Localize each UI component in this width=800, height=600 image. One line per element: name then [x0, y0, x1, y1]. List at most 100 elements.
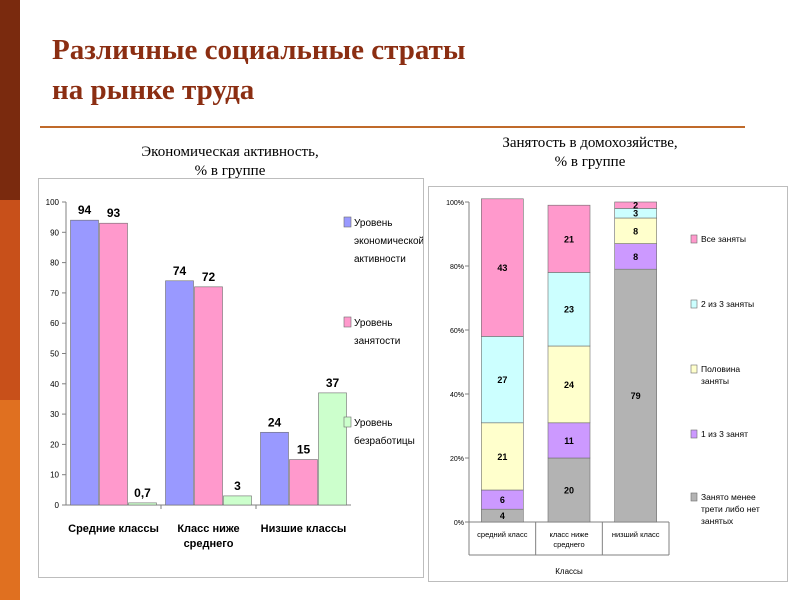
- data-label: 24: [268, 415, 282, 429]
- y-tick-label: 100: [46, 198, 60, 207]
- segment-label: 8: [633, 252, 638, 262]
- legend-label: Уровень: [354, 318, 393, 329]
- y-tick-label: 20%: [450, 456, 464, 463]
- legend-label: трети либо нет: [701, 504, 760, 514]
- slide-title: Различные социальные страты на рынке тру…: [52, 30, 466, 110]
- legend-label: 2 из 3 заняты: [701, 299, 754, 309]
- right-chart-title-line-1: Занятость в домохозяйстве,: [502, 135, 678, 151]
- data-label: 15: [297, 443, 311, 457]
- sidebar-stripe-light: [0, 400, 20, 600]
- legend-label: Все заняты: [701, 234, 746, 244]
- data-label: 93: [107, 206, 121, 220]
- stacked-bar-segment: [547, 272, 591, 347]
- legend-label: занятых: [701, 516, 734, 526]
- bar: [99, 222, 128, 506]
- right-chart-frame: 0% 20% 40% 60% 80% 100% средний класс класс ниж…: [428, 186, 788, 582]
- y-tick-label: 0%: [454, 520, 464, 527]
- legend-label: занятости: [354, 336, 400, 347]
- stacked-bar-segment: [614, 201, 657, 209]
- data-label: 74: [173, 264, 187, 278]
- left-chart-title: Экономическая активность, % в группе: [40, 143, 420, 181]
- x-category-label: класс ниже среднего: [549, 530, 588, 549]
- segment-label: 79: [631, 391, 641, 401]
- stacked-bar-segment: [481, 336, 524, 424]
- stacked-bar-segment: [614, 217, 657, 244]
- data-label: 72: [202, 270, 216, 284]
- segment-label: 2: [633, 201, 638, 211]
- segment-label: 3: [633, 209, 638, 219]
- left-chart-title-line-1: Экономическая активность,: [141, 144, 319, 160]
- legend-swatch: [690, 492, 698, 502]
- segment-label: 20: [564, 486, 574, 496]
- slide-title-line-1: Различные социальные страты: [52, 34, 466, 66]
- segment-label: 24: [564, 380, 574, 390]
- data-label: 37: [326, 376, 340, 390]
- y-tick-label: 80: [50, 259, 59, 268]
- y-tick-label: 40%: [450, 392, 464, 399]
- legend-label: Занято менее: [701, 492, 756, 502]
- stacked-bar-segment: [547, 204, 591, 273]
- left-chart-frame: 0 10 20 30 40 50 60 70 80 90 100 Средние классы Клас…: [38, 178, 424, 578]
- y-tick-label: 30: [50, 410, 59, 419]
- left-chart-title-line-2: % в группе: [194, 163, 266, 179]
- segment-label: 6: [500, 495, 505, 505]
- right-chart-title-line-2: % в группе: [554, 154, 626, 170]
- legend-label: экономической: [354, 236, 423, 247]
- bar: [289, 459, 318, 506]
- stacked-bar-segment: [481, 422, 524, 491]
- data-label: 94: [78, 203, 92, 217]
- slide-title-line-2: на рынке труда: [52, 74, 255, 106]
- legend-swatch: [690, 364, 698, 374]
- bar: [260, 431, 289, 506]
- x-category-label: Низшие классы: [261, 523, 347, 535]
- stacked-bar-segment: [547, 422, 591, 459]
- legend-label: заняты: [701, 376, 729, 386]
- legend-swatch: [690, 299, 698, 309]
- y-tick-label: 70: [50, 289, 59, 298]
- segment-label: 4: [500, 511, 505, 521]
- segment-label: 43: [497, 263, 507, 273]
- legend-label: безработицы: [354, 435, 415, 447]
- y-tick-label: 80%: [450, 264, 464, 271]
- right-stacked-chart: 0% 20% 40% 60% 80% 100% средний класс класс ниж…: [446, 198, 760, 576]
- x-category-label: Класс ниже среднего: [177, 523, 239, 550]
- data-label: 0,7: [134, 486, 151, 500]
- y-tick-label: 60%: [450, 328, 464, 335]
- x-axis-title: Классы: [555, 567, 583, 576]
- segment-label: 27: [497, 375, 507, 385]
- segment-label: 21: [564, 234, 574, 244]
- stacked-bar-segment: [481, 198, 524, 337]
- bar: [318, 392, 347, 506]
- segment-label: 8: [633, 226, 638, 236]
- stacked-bar-segment: [614, 268, 657, 523]
- stacked-bar-segment: [547, 345, 591, 424]
- bar: [223, 495, 252, 506]
- left-bar-chart: 0 10 20 30 40 50 60 70 80 90 100 Средние классы Клас…: [46, 198, 423, 550]
- x-category-label: средний класс: [477, 530, 528, 539]
- legend-swatch: [343, 416, 352, 428]
- y-tick-label: 10: [50, 471, 59, 480]
- legend-swatch: [690, 234, 698, 244]
- x-category-label: Средние классы: [68, 523, 159, 535]
- title-divider: [40, 126, 745, 128]
- segment-label: 21: [497, 452, 507, 462]
- legend-label: Половина: [701, 364, 740, 374]
- legend-swatch: [690, 429, 698, 439]
- y-tick-label: 60: [50, 319, 59, 328]
- y-tick-label: 0: [55, 501, 60, 510]
- bar: [194, 286, 223, 506]
- y-tick-label: 50: [50, 350, 59, 359]
- y-tick-label: 20: [50, 440, 59, 449]
- segment-label: 11: [564, 436, 574, 446]
- legend-swatch: [343, 216, 352, 228]
- y-tick-label: 40: [50, 380, 59, 389]
- stacked-bar-segment: [614, 243, 657, 270]
- legend-swatch: [343, 316, 352, 328]
- y-tick-label: 90: [50, 228, 59, 237]
- legend-label: 1 из 3 занят: [701, 429, 748, 439]
- bar: [70, 219, 99, 506]
- data-label: 3: [234, 479, 241, 493]
- sidebar-stripe-dark: [0, 0, 20, 200]
- segment-label: 23: [564, 305, 574, 315]
- bar: [128, 502, 157, 506]
